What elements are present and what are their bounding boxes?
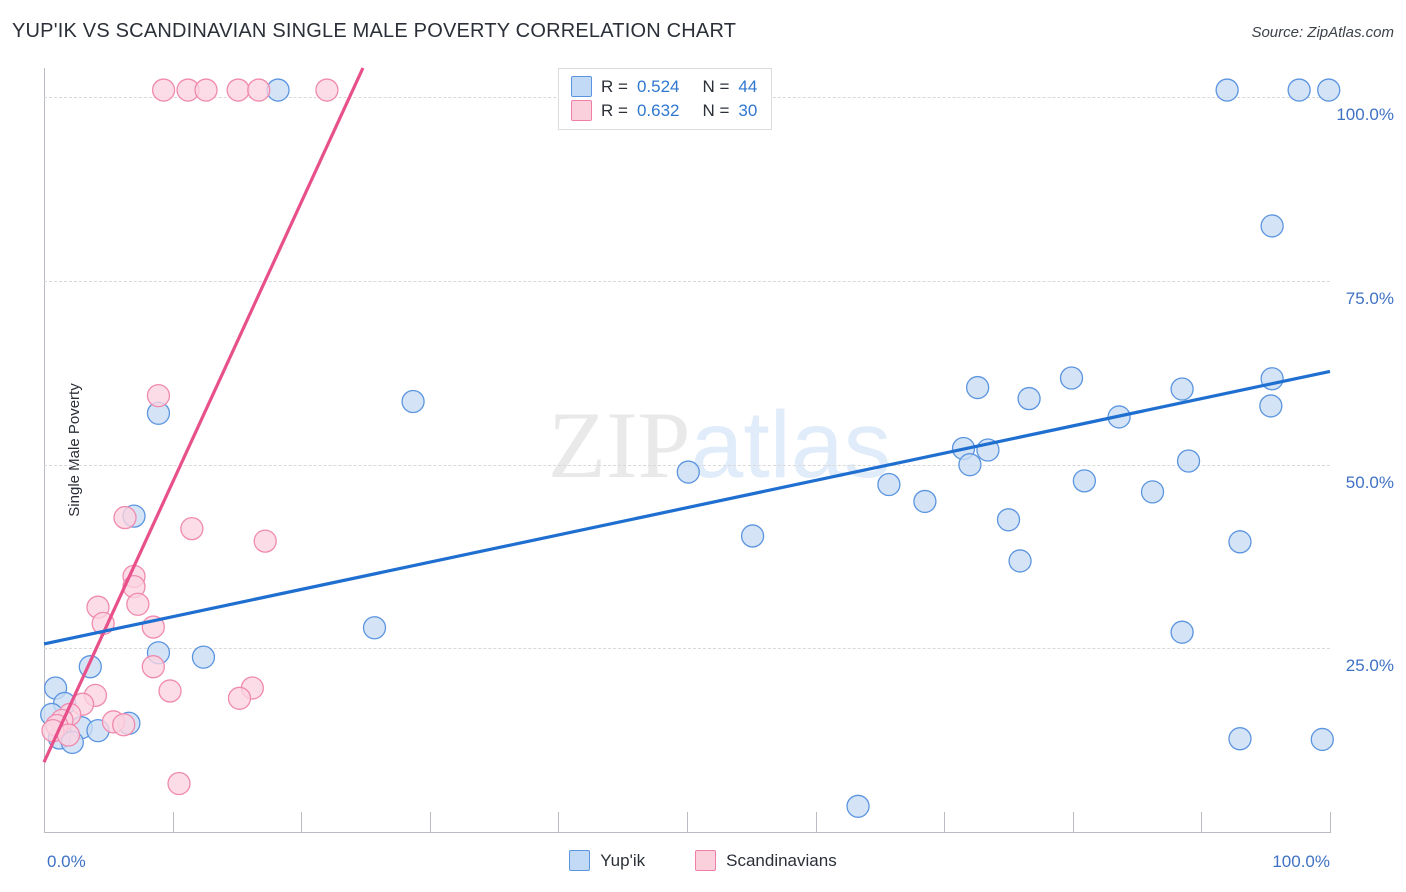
scatter-point[interactable] (1317, 78, 1341, 102)
scatter-point[interactable] (226, 78, 250, 102)
y-tick-label: 100.0% (1336, 105, 1394, 125)
scatter-point[interactable] (227, 686, 252, 710)
scatter-point[interactable] (1176, 449, 1201, 473)
scatter-point[interactable] (167, 771, 191, 796)
r-label-yupik: R = (601, 76, 628, 96)
scatter-point[interactable] (141, 655, 165, 679)
n-label-yupik: N = (702, 76, 730, 96)
scatter-point[interactable] (1215, 78, 1239, 102)
scatter-point[interactable] (1059, 366, 1084, 390)
scatter-point[interactable] (965, 375, 990, 400)
x-tick (687, 812, 688, 832)
x-tick (301, 812, 303, 832)
n-value-scandinavians: 30 (738, 100, 758, 120)
scatter-point[interactable] (151, 78, 176, 102)
scatter-point[interactable] (846, 794, 870, 818)
scatter-point[interactable] (1287, 78, 1311, 102)
n-value-yupik: 44 (738, 76, 758, 96)
scatter-point[interactable] (146, 383, 171, 408)
scatter-point[interactable] (676, 460, 700, 484)
scatter-point[interactable] (913, 489, 937, 514)
scatter-point[interactable] (194, 78, 218, 102)
y-tick-label: 50.0% (1345, 472, 1394, 492)
scatter-point[interactable] (126, 592, 150, 616)
scatter-point[interactable] (113, 505, 137, 530)
scatter-point[interactable] (1008, 549, 1032, 573)
scatter-point[interactable] (1310, 727, 1334, 752)
series-legend: Yup'ik Scandinavians (0, 850, 1406, 871)
scatter-point[interactable] (253, 529, 277, 553)
x-tick (1072, 812, 1074, 832)
r-value-scandinavians: 0.632 (636, 100, 680, 120)
x-tick (944, 812, 946, 832)
legend-swatch-scandinavians (571, 100, 592, 121)
scatter-point[interactable] (401, 389, 425, 414)
scatter-point[interactable] (191, 645, 216, 669)
x-tick (815, 812, 817, 832)
r-label-scandinavians: R = (601, 100, 628, 120)
page-title: YUP'IK VS SCANDINAVIAN SINGLE MALE POVER… (12, 20, 737, 42)
scatter-point[interactable] (1072, 469, 1097, 493)
scatter-point[interactable] (1259, 394, 1283, 418)
scatter-point[interactable] (958, 453, 982, 477)
scatter-point[interactable] (247, 78, 271, 102)
scatter-point[interactable] (315, 78, 339, 102)
x-tick (1330, 812, 1331, 832)
source-attribution: Source: ZipAtlas.com (1251, 24, 1394, 41)
series-swatch-yupik (569, 850, 591, 871)
scatter-point[interactable] (877, 472, 901, 497)
scatter-point[interactable] (362, 616, 387, 640)
gridline-y (44, 281, 1330, 283)
legend-swatch-yupik (571, 76, 592, 97)
scatter-point[interactable] (112, 713, 136, 737)
scatter-point[interactable] (158, 679, 182, 703)
scatter-point[interactable] (1228, 727, 1252, 751)
y-tick-label: 25.0% (1345, 656, 1394, 676)
scatter-point[interactable] (180, 516, 204, 541)
x-tick (429, 812, 431, 832)
stats-legend-row-yupik: R = 0.524 N = 44 (571, 76, 757, 97)
y-axis-line (44, 68, 45, 832)
stats-legend: R = 0.524 N = 44 R = 0.632 N = 30 (558, 68, 773, 130)
x-tick (172, 812, 174, 832)
scatter-point[interactable] (740, 524, 765, 548)
scatter-point[interactable] (1170, 377, 1194, 401)
n-label-scandinavians: N = (702, 100, 730, 120)
series-label-yupik: Yup'ik (600, 850, 646, 870)
r-value-yupik: 0.524 (636, 76, 680, 96)
series-swatch-scandinavians (695, 850, 717, 871)
x-axis-line (44, 832, 1331, 833)
x-tick (44, 812, 45, 832)
trendline-yupik (43, 369, 1331, 646)
series-legend-item-yupik[interactable]: Yup'ik (569, 850, 645, 871)
gridline-y (44, 648, 1330, 650)
y-tick-label: 75.0% (1345, 289, 1394, 309)
scatter-point[interactable] (1017, 386, 1041, 411)
series-label-scandinavians: Scandinavians (726, 850, 837, 870)
x-tick (1201, 812, 1203, 832)
scatter-point[interactable] (1170, 620, 1194, 644)
scatter-point[interactable] (1260, 214, 1284, 238)
scatter-point[interactable] (996, 508, 1021, 532)
x-tick-label: 100.0% (1272, 852, 1330, 871)
series-legend-item-scandinavians[interactable]: Scandinavians (695, 850, 837, 871)
x-tick-label: 0.0% (47, 852, 86, 871)
x-tick (558, 812, 560, 832)
trendline-scandinavians (42, 67, 365, 763)
scatter-point[interactable] (1140, 480, 1165, 504)
scatter-point[interactable] (1228, 530, 1252, 554)
stats-legend-row-scandinavians: R = 0.632 N = 30 (571, 100, 757, 121)
